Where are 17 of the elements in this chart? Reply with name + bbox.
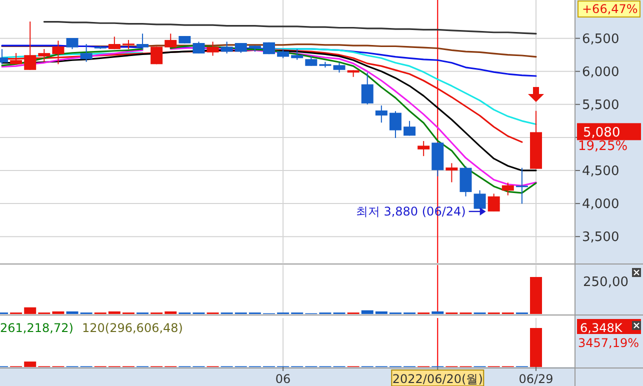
text: 6,348K bbox=[580, 321, 624, 336]
x-tick-label: 06 bbox=[275, 372, 291, 386]
text: +66,47% bbox=[582, 2, 638, 16]
text: 250,00 bbox=[583, 275, 628, 290]
text: 5,080 bbox=[583, 126, 620, 141]
y-tick-label: 5,500 bbox=[582, 98, 620, 113]
annotation: 261,218,72) bbox=[0, 321, 74, 336]
x-tick-label: 06/29 bbox=[518, 372, 554, 386]
y-tick-label: 4,000 bbox=[582, 197, 620, 212]
y-tick-label: 3,500 bbox=[582, 230, 620, 246]
text: 19,25% bbox=[578, 139, 628, 154]
y-tick-label: 4,500 bbox=[582, 164, 620, 180]
annotation: 120(296,606,48) bbox=[82, 321, 183, 336]
y-tick-label: 6,500 bbox=[582, 32, 620, 47]
x-tick-label: 2022/06/20(월) bbox=[392, 372, 483, 386]
y-tick-label: 6,000 bbox=[582, 64, 620, 80]
text: 3457,19% bbox=[578, 336, 640, 350]
